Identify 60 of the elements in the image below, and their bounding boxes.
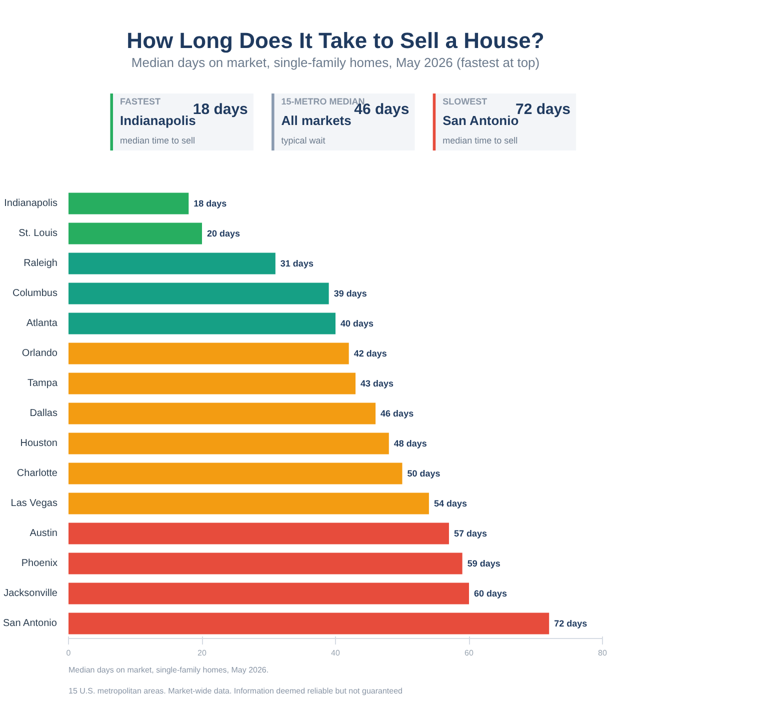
bar <box>68 612 550 634</box>
text: median time to sell <box>120 136 195 146</box>
bar <box>68 552 462 574</box>
y-tick-label: San Antonio <box>3 618 58 629</box>
x-tick-label: 80 <box>598 648 608 658</box>
data-label: 59 days <box>467 558 500 568</box>
text: How Long Does It Take to Sell a House? <box>126 28 544 53</box>
x-tick-label: 20 <box>198 648 207 658</box>
text: FASTEST <box>120 96 161 106</box>
bar <box>68 492 429 514</box>
data-label: 43 days <box>360 378 394 388</box>
data-label: 72 days <box>554 618 588 628</box>
text: Median days on market, single-family homes, May 2026. <box>68 666 269 674</box>
text: typical wait <box>281 136 326 146</box>
bar <box>68 372 356 394</box>
y-tick-label: Indianapolis <box>4 198 58 209</box>
y-tick-label: Jacksonville <box>4 588 58 599</box>
bar <box>68 312 336 334</box>
y-tick-label: Columbus <box>12 288 58 299</box>
bar <box>68 582 469 604</box>
y-tick-label: Tampa <box>27 378 58 389</box>
data-label: 18 days <box>194 198 227 208</box>
data-label: 50 days <box>407 468 440 478</box>
data-label: 60 days <box>474 588 508 598</box>
y-tick-label: Las Vegas <box>10 498 58 509</box>
data-label: 54 days <box>434 498 467 508</box>
y-tick-label: Atlanta <box>26 318 58 329</box>
text: SLOWEST <box>442 96 488 106</box>
data-label: 20 days <box>207 228 240 238</box>
y-tick-label: Phoenix <box>21 558 58 569</box>
data-label: 31 days <box>280 258 314 268</box>
bar <box>68 252 276 274</box>
y-tick-label: Charlotte <box>16 468 58 479</box>
bar <box>68 192 189 214</box>
bar <box>68 222 202 244</box>
bar <box>68 342 349 364</box>
y-tick-label: Austin <box>30 528 58 539</box>
text: 15 U.S. metropolitan areas. Market-wide data. Information deemed reliable but not guaranteed <box>68 686 402 696</box>
y-tick-label: St. Louis <box>18 228 58 239</box>
bar <box>68 522 449 544</box>
data-label: 46 days <box>380 408 414 418</box>
x-tick-label: 60 <box>464 648 474 658</box>
x-tick-label: 0 <box>66 648 72 658</box>
data-label: 40 days <box>340 318 374 328</box>
data-label: 39 days <box>334 288 367 298</box>
bar <box>68 462 402 484</box>
y-tick-label: Houston <box>20 438 58 449</box>
bar <box>68 432 389 454</box>
y-tick-label: Raleigh <box>24 258 58 269</box>
x-tick-label: 40 <box>331 648 340 658</box>
y-tick-label: Orlando <box>22 348 58 359</box>
text: All markets <box>281 113 352 128</box>
text: median time to sell <box>442 136 518 146</box>
data-label: 48 days <box>394 438 427 448</box>
data-label: 42 days <box>354 348 387 358</box>
bar <box>68 402 376 424</box>
bar <box>68 282 329 304</box>
text: Median days on market, single-family homes, May 2026 (fastest at top) <box>131 55 540 70</box>
y-tick-label: Dallas <box>30 408 58 419</box>
data-label: 57 days <box>454 528 488 538</box>
